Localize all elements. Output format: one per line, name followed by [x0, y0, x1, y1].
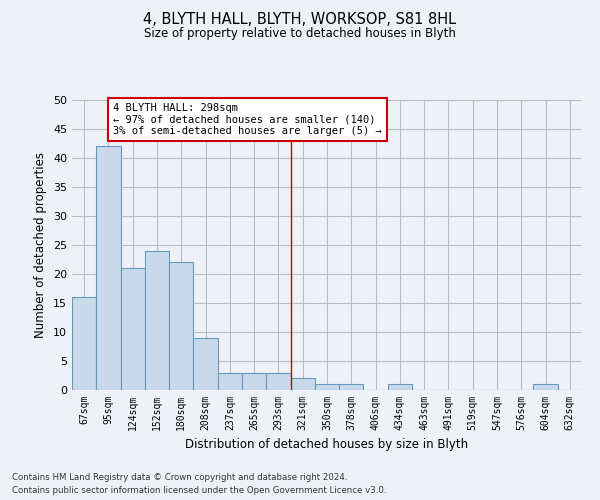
Bar	[315, 384, 339, 390]
Bar	[339, 384, 364, 390]
Text: Contains HM Land Registry data © Crown copyright and database right 2024.: Contains HM Land Registry data © Crown c…	[12, 474, 347, 482]
Bar	[121, 268, 145, 390]
Bar	[266, 372, 290, 390]
Bar	[533, 384, 558, 390]
Bar	[388, 384, 412, 390]
Bar	[169, 262, 193, 390]
Bar	[242, 372, 266, 390]
Text: Size of property relative to detached houses in Blyth: Size of property relative to detached ho…	[144, 28, 456, 40]
Bar	[72, 297, 96, 390]
Bar	[218, 372, 242, 390]
Bar	[290, 378, 315, 390]
Bar	[145, 251, 169, 390]
Text: 4, BLYTH HALL, BLYTH, WORKSOP, S81 8HL: 4, BLYTH HALL, BLYTH, WORKSOP, S81 8HL	[143, 12, 457, 28]
Text: Contains public sector information licensed under the Open Government Licence v3: Contains public sector information licen…	[12, 486, 386, 495]
Bar	[193, 338, 218, 390]
Bar	[96, 146, 121, 390]
Text: 4 BLYTH HALL: 298sqm
← 97% of detached houses are smaller (140)
3% of semi-detac: 4 BLYTH HALL: 298sqm ← 97% of detached h…	[113, 103, 382, 136]
Y-axis label: Number of detached properties: Number of detached properties	[34, 152, 47, 338]
X-axis label: Distribution of detached houses by size in Blyth: Distribution of detached houses by size …	[185, 438, 469, 452]
